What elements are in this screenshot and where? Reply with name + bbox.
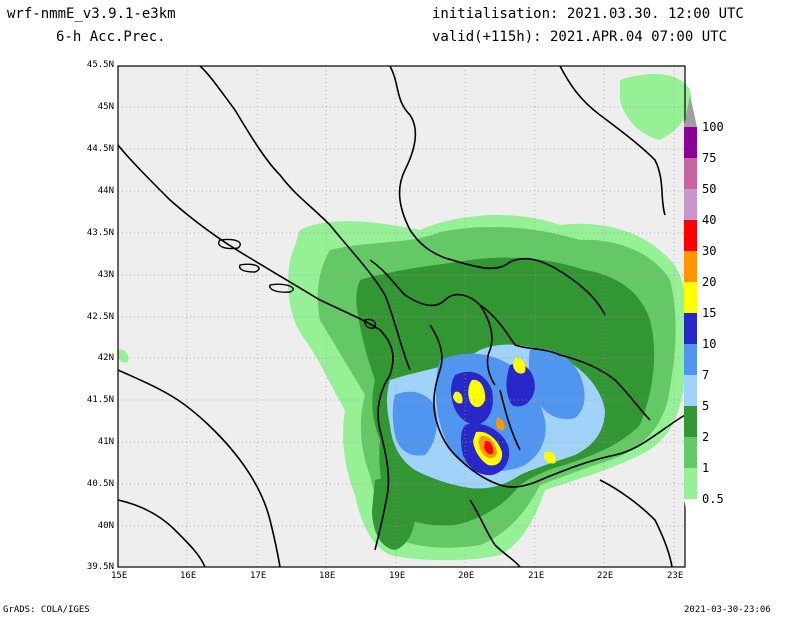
- valid-time: valid(+115h): 2021.APR.04 07:00 UTC: [432, 29, 728, 45]
- lon-label-20: 20E: [458, 571, 475, 581]
- colorbar-box-2: [684, 437, 697, 468]
- precip-area-red: [484, 440, 494, 455]
- coastlines: [117, 65, 686, 568]
- lat-label-44.5: 44.5N: [86, 144, 114, 154]
- lat-label-41: 41N: [97, 437, 114, 447]
- model-title: wrf-nmmE_v3.9.1-e3km: [7, 6, 176, 22]
- precip-area-blue: [392, 391, 437, 456]
- border-macedonia: [514, 344, 651, 421]
- balkan-coast: [117, 144, 394, 551]
- colorbar-box-30: [684, 251, 697, 282]
- lat-label-43: 43N: [97, 270, 114, 280]
- border-north: [389, 65, 446, 259]
- greece-coast: [469, 499, 521, 568]
- lat-label-40: 40N: [97, 521, 114, 531]
- precip-area-orange-2: [496, 417, 505, 431]
- lon-label-16: 16E: [180, 571, 197, 581]
- lon-label-23: 23E: [667, 571, 684, 581]
- precip-area-yellow: [468, 379, 486, 408]
- init-time: initialisation: 2021.03.30. 12:00 UTC: [432, 6, 744, 22]
- colorbar-box-10: [684, 344, 697, 375]
- italy-adriatic-coast: [199, 65, 411, 371]
- border-greece: [454, 414, 686, 488]
- lon-label-19: 19E: [389, 571, 406, 581]
- colorbar-box-20: [684, 282, 697, 313]
- precip-area-deepblue-3: [506, 363, 535, 407]
- lat-label-39.5: 39.5N: [86, 562, 114, 572]
- lat-label-45: 45N: [97, 102, 114, 112]
- lon-label-17: 17E: [250, 571, 267, 581]
- lon-label-15: 15E: [111, 571, 128, 581]
- border-kosovo: [479, 304, 496, 386]
- field-title: 6-h Acc.Prec.: [56, 29, 166, 45]
- colorbar-box-15: [684, 313, 697, 344]
- border-east: [559, 65, 666, 216]
- colorbar-box-75: [684, 158, 697, 189]
- colorbar: [684, 95, 697, 530]
- colorbar-label-40: 40: [702, 213, 717, 227]
- precip-area-dark-green-south: [372, 478, 416, 550]
- colorbar-label-75: 75: [702, 151, 717, 165]
- precip-area-light-west: [118, 349, 129, 363]
- colorbar-label-0.5: 0.5: [702, 492, 724, 506]
- colorbar-label-100: 100: [702, 120, 724, 134]
- lat-label-45.5: 45.5N: [86, 60, 114, 70]
- lat-label-40.5: 40.5N: [86, 479, 114, 489]
- colorbar-box-5: [684, 406, 697, 437]
- colorbar-label-20: 20: [702, 275, 717, 289]
- lat-label-42.5: 42.5N: [86, 312, 114, 322]
- italy-heel-coast: [117, 369, 281, 568]
- colorbar-box-100: [684, 127, 697, 158]
- colorbar-box-7: [684, 375, 697, 406]
- border-montenegro: [369, 259, 516, 346]
- border-serbia: [444, 257, 606, 316]
- lat-label-42: 42N: [97, 353, 114, 363]
- lon-label-22: 22E: [597, 571, 614, 581]
- colorbar-box-1: [684, 468, 697, 499]
- render-timestamp: 2021-03-30-23:06: [684, 605, 771, 615]
- precip-area-light-north: [620, 74, 691, 140]
- colorbar-bottom-arrow: [684, 499, 697, 530]
- precip-area-yellow-3: [513, 357, 526, 374]
- colorbar-label-5: 5: [702, 399, 710, 413]
- aegean-coast: [599, 479, 673, 568]
- islands: [218, 238, 376, 329]
- lat-label-43.5: 43.5N: [86, 228, 114, 238]
- border-albania: [429, 324, 456, 456]
- precip-area-blue-3: [528, 348, 585, 420]
- border-lakes: [499, 389, 521, 451]
- colorbar-box-50: [684, 189, 697, 220]
- italy-south-coast: [117, 499, 206, 568]
- lat-label-44: 44N: [97, 186, 114, 196]
- lat-label-41.5: 41.5N: [86, 395, 114, 405]
- colorbar-label-7: 7: [702, 368, 710, 382]
- colorbar-box-40: [684, 220, 697, 251]
- colorbar-label-50: 50: [702, 182, 717, 196]
- lon-label-18: 18E: [319, 571, 336, 581]
- colorbar-label-10: 10: [702, 337, 717, 351]
- colorbar-top-arrow: [684, 95, 697, 127]
- colorbar-label-15: 15: [702, 306, 717, 320]
- precip-area-yellow-5: [544, 451, 556, 464]
- colorbar-label-30: 30: [702, 244, 717, 258]
- colorbar-label-2: 2: [702, 430, 710, 444]
- grads-credit: GrADS: COLA/IGES: [3, 605, 90, 615]
- colorbar-label-1: 1: [702, 461, 710, 475]
- precip-area-yellow-4: [453, 391, 463, 404]
- lon-label-21: 21E: [528, 571, 545, 581]
